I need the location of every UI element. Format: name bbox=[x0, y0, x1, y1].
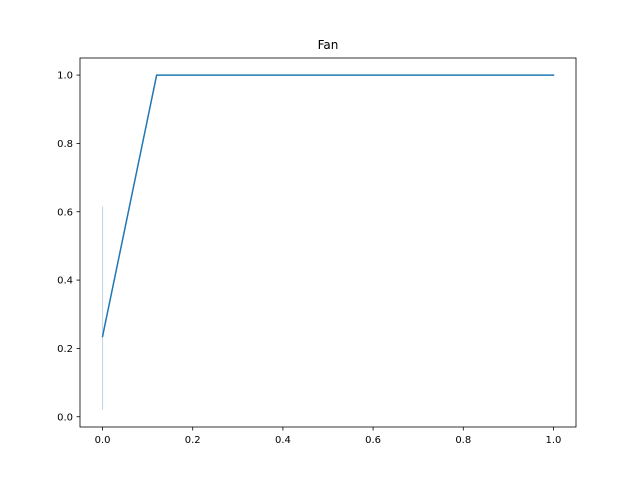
plot-area bbox=[101, 74, 555, 410]
x-tick-label: 0.8 bbox=[455, 435, 471, 446]
y-tick-label: 0.2 bbox=[57, 344, 73, 355]
x-tick-label: 0.6 bbox=[365, 435, 381, 446]
x-tick-label: 0.0 bbox=[95, 435, 111, 446]
x-tick-label: 0.2 bbox=[185, 435, 201, 446]
x-tick-label: 0.4 bbox=[275, 435, 291, 446]
axes: 0.0 0.2 0.4 0.6 0.8 1.0 0.0 0.2 0.4 0.6 0.8 1.0 bbox=[57, 57, 577, 446]
y-tick-label: 1.0 bbox=[57, 71, 73, 82]
y-tick-label: 0.6 bbox=[57, 207, 73, 218]
x-tick-label: 1.0 bbox=[546, 435, 562, 446]
y-tick-label: 0.8 bbox=[57, 139, 73, 150]
y-tick-label: 0.0 bbox=[57, 412, 73, 423]
chart-title: Fan bbox=[318, 38, 339, 52]
y-tick-label: 0.4 bbox=[57, 276, 73, 287]
series-line-0 bbox=[101, 74, 555, 338]
axes-frame bbox=[79, 57, 577, 428]
